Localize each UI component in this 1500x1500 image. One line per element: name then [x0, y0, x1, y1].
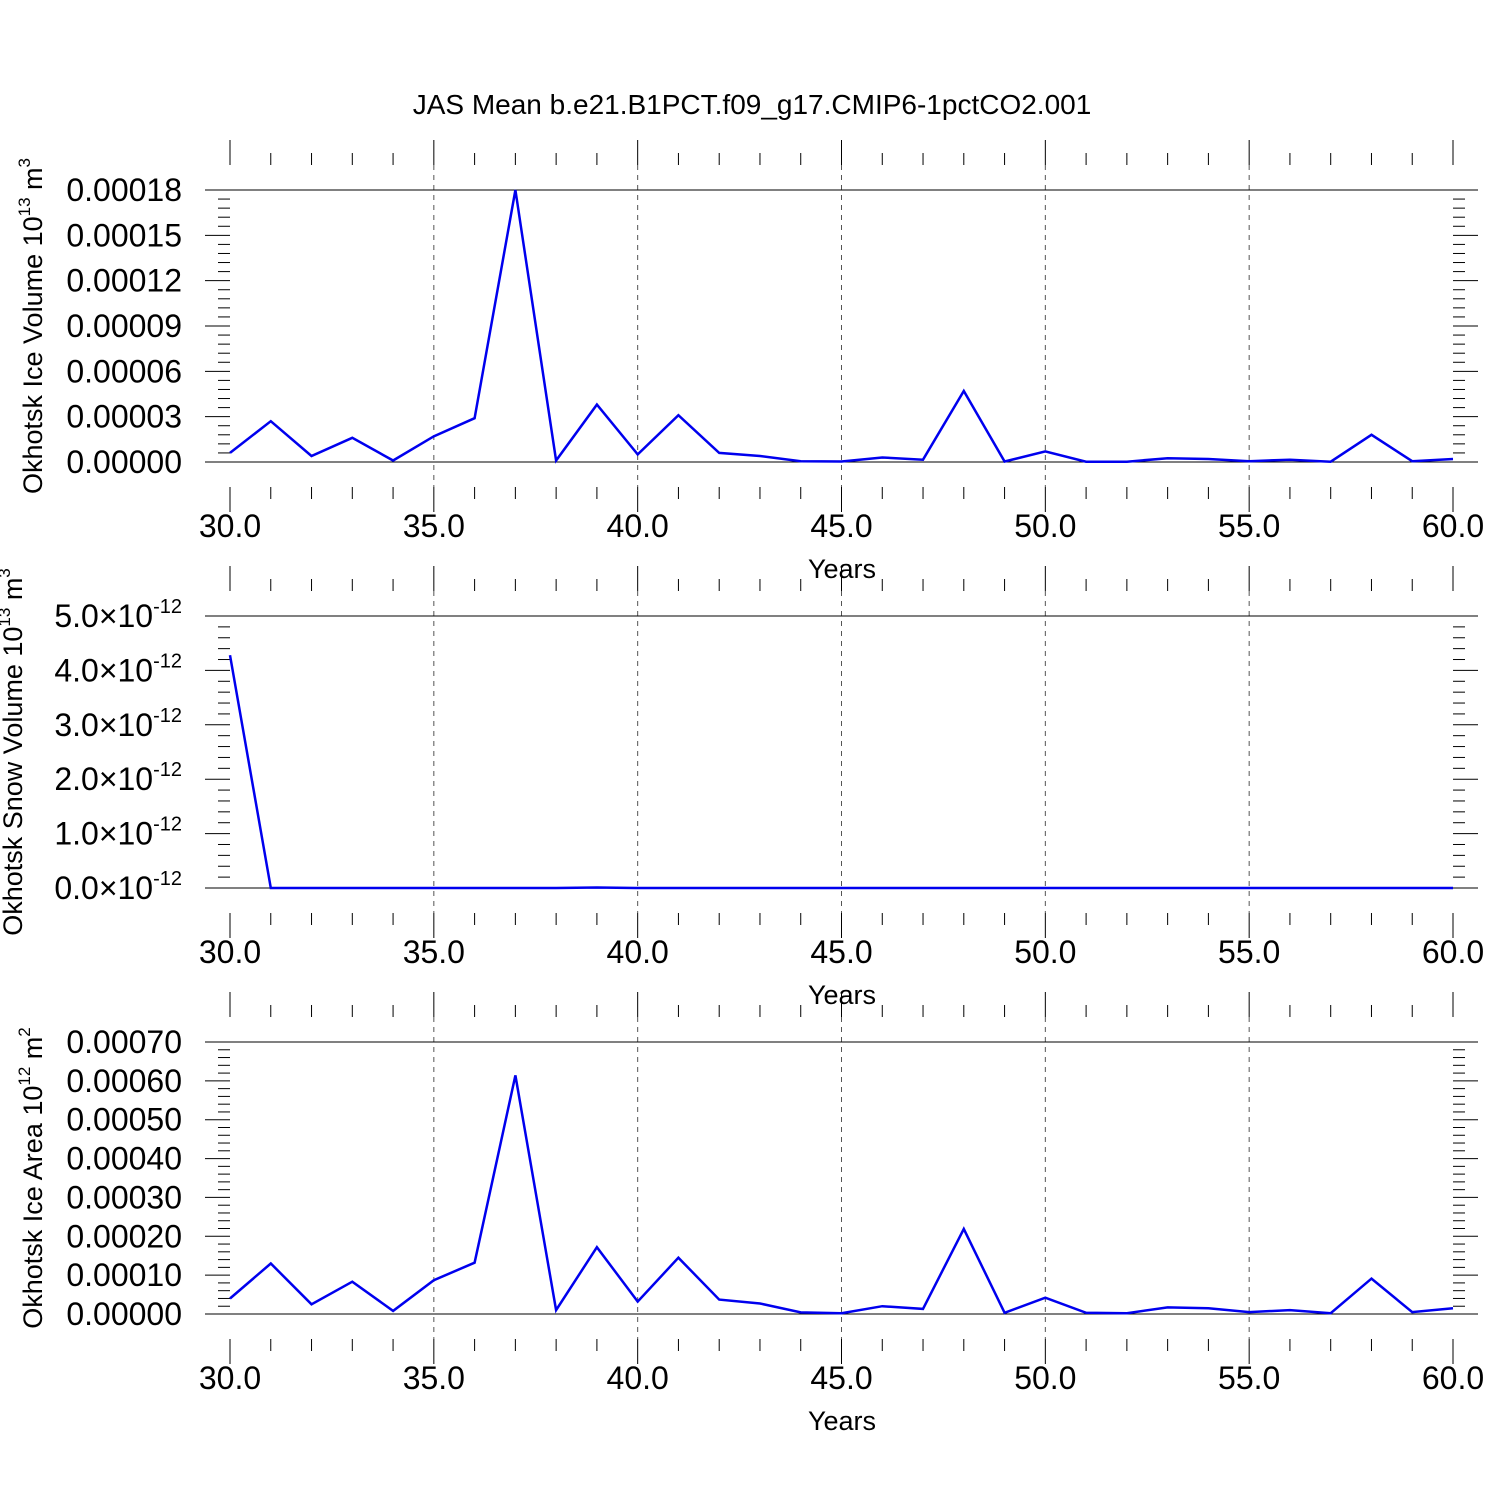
x-tick-label: 40.0 [607, 1360, 669, 1396]
y-tick-label: 3.0×10-12 [54, 705, 182, 743]
y-tick-label: 0.0×10-12 [54, 868, 182, 906]
y-tick-label: 2.0×10-12 [54, 759, 182, 797]
x-tick-label: 50.0 [1014, 1360, 1076, 1396]
y-tick-label: 0.00009 [66, 308, 182, 344]
y-tick-label: 0.00006 [66, 353, 182, 389]
x-tick-label: 40.0 [607, 508, 669, 544]
y-tick-label: 0.00018 [66, 172, 182, 208]
y-tick-label: 0.00070 [66, 1024, 182, 1060]
x-tick-label: 55.0 [1218, 508, 1280, 544]
x-tick-label: 50.0 [1014, 508, 1076, 544]
series-line [229, 189, 1454, 464]
y-tick-label: 0.00000 [66, 1296, 182, 1332]
y-tick-label: 0.00020 [66, 1218, 182, 1254]
x-axis-label: Years [808, 1406, 876, 1436]
y-tick-label: 5.0×10-12 [54, 596, 182, 634]
x-tick-label: 30.0 [199, 1360, 261, 1396]
x-tick-label: 45.0 [810, 508, 872, 544]
x-tick-label: 45.0 [810, 934, 872, 970]
x-tick-label: 60.0 [1422, 934, 1484, 970]
panel-3: 30.0 35.0 40.0 45.0 50.0 55.0 60.00.000000.000… [15, 992, 1484, 1436]
x-tick-label: 40.0 [607, 934, 669, 970]
y-tick-label: 0.00050 [66, 1102, 182, 1138]
x-tick-label: 35.0 [403, 508, 465, 544]
y-tick-label: 0.00015 [66, 217, 182, 253]
y-tick-label: 0.00010 [66, 1257, 182, 1293]
y-tick-label: 0.00000 [66, 444, 182, 480]
y-axis-label: Okhotsk Snow Volume 1013 m3 [0, 568, 28, 936]
y-tick-label: 0.00040 [66, 1141, 182, 1177]
x-tick-label: 50.0 [1014, 934, 1076, 970]
x-tick-label: 35.0 [403, 1360, 465, 1396]
x-tick-label: 30.0 [199, 934, 261, 970]
y-tick-label: 4.0×10-12 [54, 650, 182, 688]
y-axis-label: Okhotsk Ice Area 1012 m2 [15, 1027, 48, 1329]
y-tick-label: 0.00060 [66, 1063, 182, 1099]
y-tick-label: 0.00030 [66, 1179, 182, 1215]
y-tick-label: 0.00003 [66, 399, 182, 435]
x-tick-label: 35.0 [403, 934, 465, 970]
x-tick-label: 55.0 [1218, 1360, 1280, 1396]
x-tick-label: 55.0 [1218, 934, 1280, 970]
x-tick-label: 45.0 [810, 1360, 872, 1396]
x-tick-label: 60.0 [1422, 1360, 1484, 1396]
y-tick-label: 1.0×10-12 [54, 814, 182, 852]
y-tick-label: 0.00012 [66, 263, 182, 299]
panel-1: 30.0 35.0 40.0 45.0 50.0 55.0 60.0 0.00000 0.000… [15, 140, 1484, 584]
x-tick-label: 60.0 [1422, 508, 1484, 544]
series-line [229, 1075, 1454, 1315]
series-line [228, 654, 1453, 890]
x-tick-label: 30.0 [199, 508, 261, 544]
panel-2: 30.0 35.0 40.0 45.0 50.0 55.0 60.0 0.0×10-12 1.0… [0, 566, 1484, 1010]
figure-title: JAS Mean b.e21.B1PCT.f09_g17.CMIP6-1pctC… [413, 89, 1092, 120]
y-axis-label: Okhotsk Ice Volume 1013 m3 [15, 158, 48, 494]
